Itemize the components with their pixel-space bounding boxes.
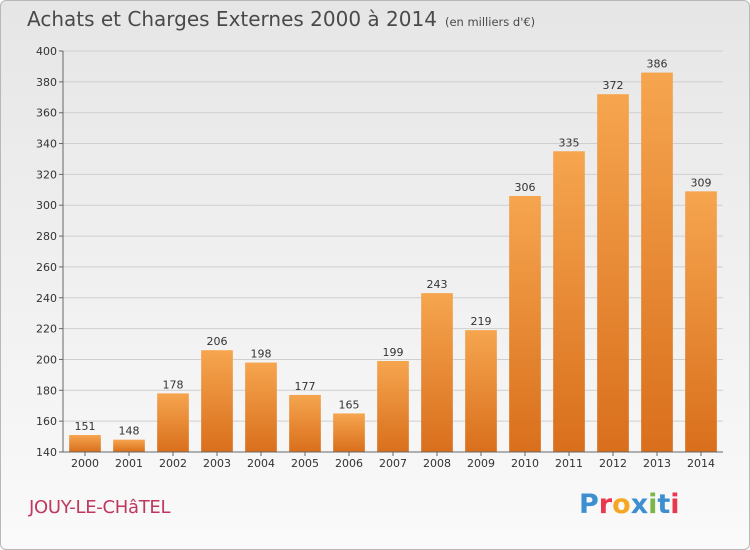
x-tick-label-2009: 2009 xyxy=(467,457,495,470)
logo-letter: P xyxy=(579,489,599,520)
y-tick-label: 380 xyxy=(36,76,57,89)
x-tick-label-2014: 2014 xyxy=(687,457,715,470)
y-tick-label: 400 xyxy=(36,45,57,58)
chart-title-text: Achats et Charges Externes 2000 à 2014 xyxy=(27,7,437,31)
bar-2013 xyxy=(641,72,673,452)
value-label-2012: 372 xyxy=(603,79,624,92)
x-tick-label-2012: 2012 xyxy=(599,457,627,470)
logo-letter: o xyxy=(612,489,631,520)
y-tick-label: 240 xyxy=(36,292,57,305)
logo-letter: i xyxy=(648,489,658,520)
value-label-2003: 206 xyxy=(207,335,228,348)
y-tick-label: 320 xyxy=(36,168,57,181)
bar-2001 xyxy=(113,439,145,452)
chart-subtitle: (en milliers d'€) xyxy=(444,15,536,29)
x-tick-label-2007: 2007 xyxy=(379,457,407,470)
chart-title: Achats et Charges Externes 2000 à 2014 (e… xyxy=(27,7,535,31)
location-label: JOUY-LE-CHâTEL xyxy=(29,497,171,518)
logo-letter: i xyxy=(670,489,680,520)
x-tick-label-2013: 2013 xyxy=(643,457,671,470)
value-label-2005: 177 xyxy=(295,380,316,393)
x-tick-label-2000: 2000 xyxy=(71,457,99,470)
y-tick-label: 300 xyxy=(36,199,57,212)
value-label-2000: 151 xyxy=(75,420,96,433)
y-tick-label: 140 xyxy=(36,446,57,459)
value-label-2002: 178 xyxy=(163,378,184,391)
y-tick-label: 160 xyxy=(36,415,57,428)
value-label-2010: 306 xyxy=(515,181,536,194)
value-label-2013: 386 xyxy=(647,58,668,71)
y-tick-label: 340 xyxy=(36,138,57,151)
y-tick-label: 280 xyxy=(36,230,57,243)
proxiti-logo: Proxiti xyxy=(579,489,680,520)
y-tick-label: 200 xyxy=(36,353,57,366)
bar-2000 xyxy=(69,435,101,452)
logo-letter: x xyxy=(630,489,649,520)
x-tick-label-2002: 2002 xyxy=(159,457,187,470)
bar-2002 xyxy=(157,393,189,452)
x-tick-label-2011: 2011 xyxy=(555,457,583,470)
value-label-2001: 148 xyxy=(119,425,140,438)
value-label-2009: 219 xyxy=(471,315,492,328)
value-label-2004: 198 xyxy=(251,348,272,361)
value-label-2011: 335 xyxy=(559,136,580,149)
bar-2009 xyxy=(465,330,497,452)
bar-2004 xyxy=(245,362,277,452)
logo-letter: r xyxy=(598,489,613,520)
bar-2007 xyxy=(377,361,409,452)
bar-2012 xyxy=(597,94,629,452)
y-tick-label: 220 xyxy=(36,323,57,336)
value-label-2006: 165 xyxy=(339,398,360,411)
x-tick-label-2005: 2005 xyxy=(291,457,319,470)
bar-2011 xyxy=(553,151,585,452)
value-label-2007: 199 xyxy=(383,346,404,359)
value-label-2008: 243 xyxy=(427,278,448,291)
bar-2006 xyxy=(333,413,365,452)
y-tick-label: 180 xyxy=(36,384,57,397)
x-tick-label-2001: 2001 xyxy=(115,457,143,470)
y-tick-label: 260 xyxy=(36,261,57,274)
x-tick-label-2006: 2006 xyxy=(335,457,363,470)
bar-2003 xyxy=(201,350,233,452)
bars-layer: 151 148 178 206 198 177 165 199 243 219 306 335 372 3… xyxy=(69,58,717,452)
x-tick-label-2004: 2004 xyxy=(247,457,275,470)
bar-2005 xyxy=(289,394,321,452)
x-tick-label-2003: 2003 xyxy=(203,457,231,470)
axis-layer: 140 160 180 200 220 240 260 280 300 320 340 360 380 4… xyxy=(36,45,723,470)
value-label-2014: 309 xyxy=(691,176,712,189)
x-tick-label-2010: 2010 xyxy=(511,457,539,470)
x-tick-label-2008: 2008 xyxy=(423,457,451,470)
logo-letter: t xyxy=(657,489,671,520)
bar-2010 xyxy=(509,195,541,452)
bar-2008 xyxy=(421,293,453,452)
bar-2014 xyxy=(685,191,717,452)
y-tick-label: 360 xyxy=(36,107,57,120)
